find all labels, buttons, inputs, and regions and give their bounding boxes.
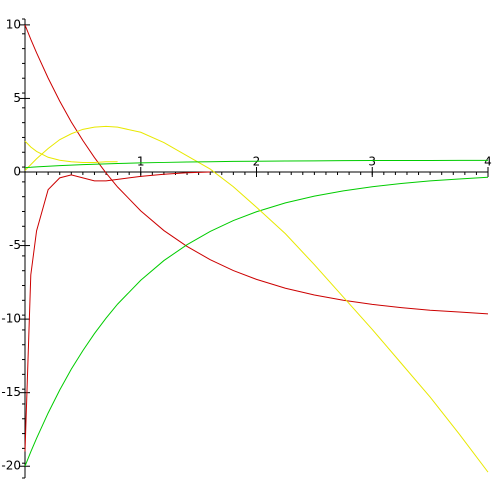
x-tick-label: 1 <box>137 155 145 169</box>
y-tick-label: 5 <box>13 91 21 105</box>
line-series <box>24 125 489 473</box>
line-series <box>24 140 118 163</box>
line-series <box>24 159 488 169</box>
line-series <box>24 24 489 315</box>
x-tick-label: 4 <box>484 155 492 169</box>
x-tick-label: 3 <box>368 155 376 169</box>
line-series <box>24 171 211 452</box>
y-tick-label: -20 <box>1 459 21 473</box>
y-tick-label: -15 <box>1 385 21 399</box>
y-tick-label: 0 <box>13 165 21 179</box>
y-tick-label: 10 <box>6 17 21 31</box>
y-tick-label: -10 <box>1 312 21 326</box>
line-series <box>24 176 489 467</box>
y-tick-label: -5 <box>9 238 21 252</box>
